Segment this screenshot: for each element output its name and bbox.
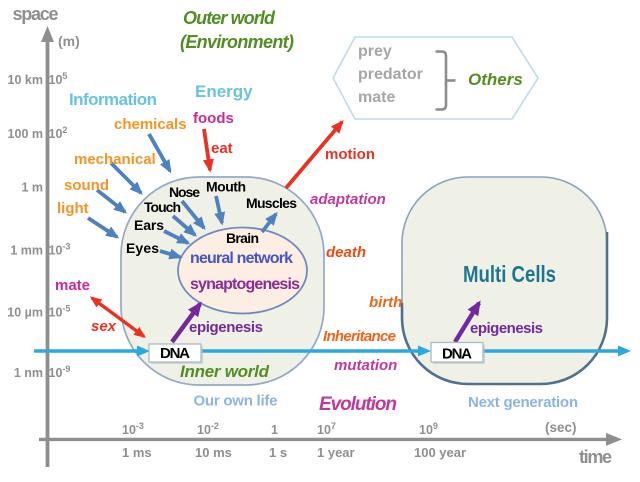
svg-text:epigenesis: epigenesis — [189, 319, 263, 336]
svg-text:Multi Cells: Multi Cells — [463, 261, 556, 287]
svg-text:1 s: 1 s — [269, 445, 287, 460]
svg-text:epigenesis: epigenesis — [470, 320, 543, 337]
svg-text:Muscles: Muscles — [246, 195, 297, 211]
svg-text:eat: eat — [211, 140, 233, 157]
svg-text:1 m: 1 m — [21, 181, 43, 195]
svg-text:sound: sound — [64, 177, 109, 194]
svg-text:predator: predator — [358, 66, 423, 83]
svg-text:Ears: Ears — [134, 217, 164, 233]
svg-text:107: 107 — [317, 421, 336, 437]
svg-text:space: space — [13, 4, 59, 24]
svg-text:105: 105 — [49, 71, 68, 87]
svg-text:10-9: 10-9 — [49, 364, 71, 380]
svg-text:1 ms: 1 ms — [122, 445, 152, 460]
svg-text:Touch: Touch — [144, 199, 181, 215]
svg-text:light: light — [57, 200, 89, 217]
svg-text:birth: birth — [369, 294, 402, 311]
svg-text:synaptogenesis: synaptogenesis — [190, 276, 300, 293]
svg-text:(m): (m) — [58, 33, 80, 49]
svg-text:adaptation: adaptation — [310, 191, 386, 208]
svg-text:mutation: mutation — [334, 357, 397, 374]
svg-text:time: time — [579, 447, 612, 467]
svg-text:mate: mate — [358, 89, 395, 106]
svg-text:Next generation: Next generation — [468, 394, 578, 411]
svg-text:Inner world: Inner world — [180, 362, 270, 381]
svg-text:mate: mate — [55, 277, 90, 294]
svg-text:10-3: 10-3 — [49, 242, 71, 258]
svg-text:neural network: neural network — [190, 250, 293, 267]
svg-text:10 ms: 10 ms — [195, 445, 232, 460]
svg-text:Others: Others — [468, 70, 523, 89]
svg-text:(sec): (sec) — [545, 420, 577, 435]
svg-text:102: 102 — [49, 125, 68, 141]
svg-text:sex: sex — [91, 318, 117, 335]
svg-text:Nose: Nose — [169, 184, 200, 200]
svg-text:1 year: 1 year — [317, 445, 355, 460]
svg-text:Brain: Brain — [226, 230, 259, 246]
svg-text:mechanical: mechanical — [74, 151, 156, 168]
svg-text:Outer world: Outer world — [183, 8, 276, 28]
svg-text:1 mm: 1 mm — [10, 244, 43, 258]
svg-text:chemicals: chemicals — [114, 116, 187, 133]
svg-text:10 µm: 10 µm — [7, 306, 43, 320]
svg-text:109: 109 — [419, 421, 438, 437]
svg-text:Mouth: Mouth — [206, 179, 246, 195]
svg-text:Eyes: Eyes — [126, 240, 159, 256]
svg-text:(Environment): (Environment) — [180, 32, 294, 52]
svg-text:1 nm: 1 nm — [14, 366, 43, 380]
svg-text:DNA: DNA — [442, 346, 472, 363]
svg-text:10 km: 10 km — [8, 73, 43, 87]
svg-text:Energy: Energy — [195, 82, 253, 101]
svg-text:10-2: 10-2 — [197, 421, 219, 437]
svg-text:100 year: 100 year — [414, 445, 466, 460]
svg-text:10-5: 10-5 — [49, 304, 71, 320]
svg-text:Our own life: Our own life — [194, 393, 278, 410]
svg-text:death: death — [326, 244, 366, 261]
svg-text:Evolution: Evolution — [319, 394, 397, 415]
svg-text:10-3: 10-3 — [122, 421, 144, 437]
svg-text:100 m: 100 m — [8, 127, 43, 141]
svg-text:1: 1 — [271, 423, 278, 437]
svg-text:DNA: DNA — [160, 345, 190, 362]
svg-text:prey: prey — [358, 43, 392, 60]
svg-text:foods: foods — [193, 110, 234, 127]
svg-text:Information: Information — [69, 90, 157, 109]
svg-text:Inheritance: Inheritance — [323, 328, 396, 345]
svg-text:motion: motion — [325, 146, 375, 163]
